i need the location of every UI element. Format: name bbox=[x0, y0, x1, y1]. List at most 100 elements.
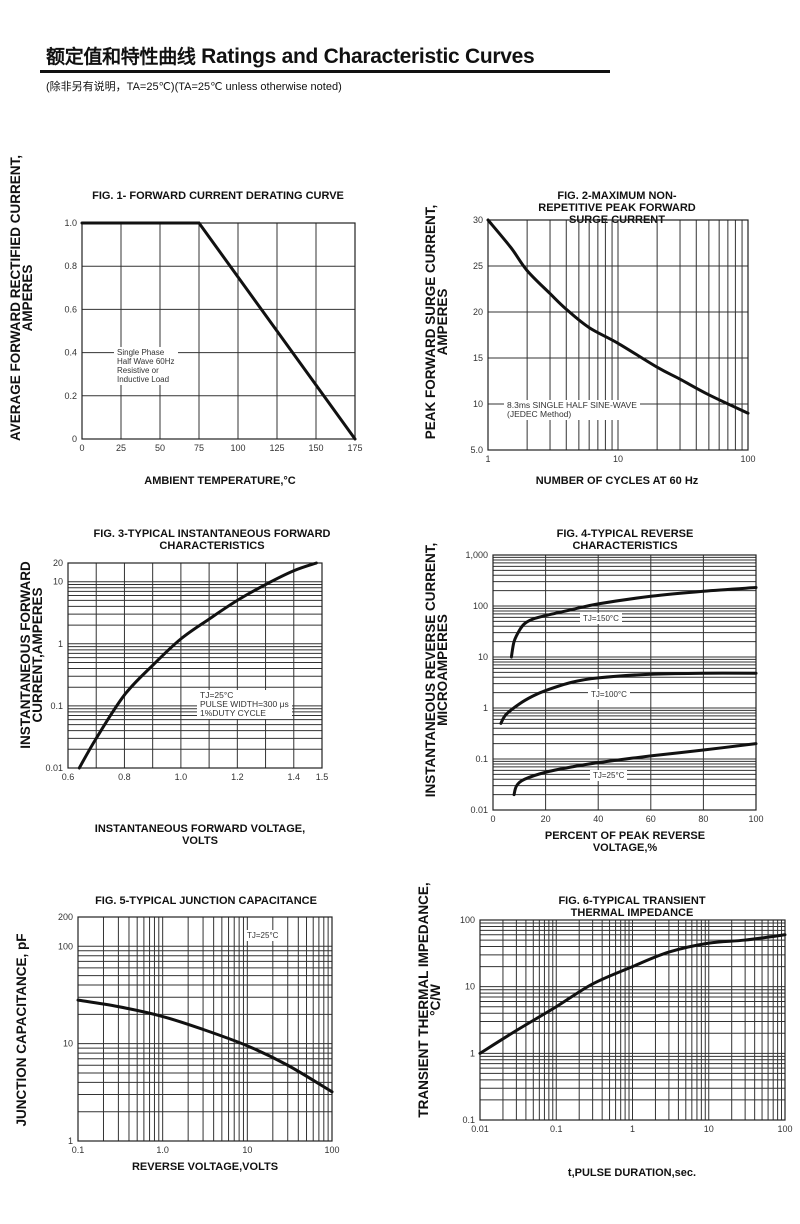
x-tick-label: 80 bbox=[698, 814, 708, 824]
y-tick-label: 1 bbox=[483, 703, 488, 713]
fig4-xlabel: PERCENT OF PEAK REVERSE VOLTAGE,% bbox=[544, 830, 706, 854]
fig6-xlabel: t,PULSE DURATION,sec. bbox=[567, 1167, 697, 1179]
y-tick-label: 5.0 bbox=[470, 445, 483, 455]
fig1-annotation: Single Phase Half Wave 60Hz Resistive or… bbox=[114, 347, 178, 385]
x-tick-label: 1.4 bbox=[288, 772, 301, 782]
fig4-series-label-100: TJ=100°C bbox=[588, 689, 630, 700]
y-tick-label: 0.01 bbox=[470, 805, 488, 815]
x-tick-label: 100 bbox=[740, 454, 755, 464]
y-tick-label: 0.8 bbox=[64, 261, 77, 271]
y-tick-label: 0.4 bbox=[64, 348, 77, 358]
series-line-1 bbox=[77, 561, 318, 770]
fig4-title: FIG. 4-TYPICAL REVERSE CHARACTERISTICS bbox=[556, 528, 694, 552]
series-line-1 bbox=[478, 933, 787, 1055]
fig2-plot: 1 10 100 5.0 10 15 20 25 30 bbox=[470, 215, 755, 464]
y-tick-label: 100 bbox=[473, 601, 488, 611]
fig5-annotation: TJ=25°C bbox=[244, 930, 282, 941]
fig2-title: FIG. 2-MAXIMUM NON-REPETITIVE PEAK FORWA… bbox=[538, 190, 696, 226]
x-tick-label: 1.2 bbox=[231, 772, 244, 782]
y-tick-label: 20 bbox=[473, 307, 483, 317]
fig4-series-label-150: TJ=150°C bbox=[580, 613, 622, 624]
plot-frame bbox=[81, 222, 356, 440]
x-tick-label: 100 bbox=[748, 814, 763, 824]
y-tick-label: 100 bbox=[460, 915, 475, 925]
y-tick-label: 10 bbox=[53, 577, 63, 587]
series-line-1 bbox=[486, 218, 750, 415]
series-line-1 bbox=[76, 998, 334, 1094]
fig1-xlabel: AMBIENT TEMPERATURE,°C bbox=[144, 475, 296, 487]
title-underline bbox=[40, 70, 610, 73]
x-tick-label: 20 bbox=[541, 814, 551, 824]
y-tick-label: 25 bbox=[473, 261, 483, 271]
y-tick-label: 0.6 bbox=[64, 304, 77, 314]
x-tick-label: 10 bbox=[613, 454, 623, 464]
y-tick-label: 1 bbox=[470, 1048, 475, 1058]
x-tick-label: 1 bbox=[630, 1124, 635, 1134]
x-tick-label: 75 bbox=[194, 443, 204, 453]
y-tick-label: 30 bbox=[473, 215, 483, 225]
fig4-ylabel: INSTANTANEOUS REVERSE CURRENT, MICROAMPE… bbox=[423, 542, 450, 798]
plot-frame bbox=[479, 919, 786, 1121]
x-tick-label: 50 bbox=[155, 443, 165, 453]
x-tick-label: 60 bbox=[646, 814, 656, 824]
fig4-series-label-25: TJ=25°C bbox=[590, 770, 628, 781]
series-line-1 bbox=[509, 586, 758, 659]
x-tick-label: 0.1 bbox=[550, 1124, 563, 1134]
y-tick-label: 10 bbox=[465, 982, 475, 992]
series-line-2 bbox=[499, 671, 758, 725]
x-tick-label: 175 bbox=[347, 443, 362, 453]
x-tick-label: 0.1 bbox=[72, 1145, 85, 1155]
x-tick-label: 1.5 bbox=[316, 772, 329, 782]
x-tick-label: 100 bbox=[324, 1145, 339, 1155]
series-line-3 bbox=[512, 742, 758, 797]
plot-frame bbox=[487, 219, 749, 451]
x-tick-label: 40 bbox=[593, 814, 603, 824]
fig6-title: FIG. 6-TYPICAL TRANSIENT THERMAL IMPEDAN… bbox=[558, 895, 706, 919]
x-tick-label: 0 bbox=[79, 443, 84, 453]
fig3-ylabel: INSTANTANEOUS FORWARD CURRENT,AMPERES bbox=[18, 561, 45, 749]
fig1-plot: 0 25 50 75 100 125 150 175 0 0.2 0.4 0.6 0.8 1.0 bbox=[64, 218, 362, 453]
y-tick-label: 1 bbox=[58, 639, 63, 649]
y-tick-label: 0.01 bbox=[45, 763, 63, 773]
x-tick-label: 25 bbox=[116, 443, 126, 453]
series-line-1 bbox=[80, 221, 357, 441]
x-tick-label: 10 bbox=[242, 1145, 252, 1155]
y-tick-label: 0 bbox=[72, 434, 77, 444]
page-subtitle: (除非另有说明，TA=25℃)(TA=25℃ unless otherwise … bbox=[46, 81, 342, 93]
plot-frame bbox=[67, 562, 323, 769]
fig3-annotation: TJ=25°C PULSE WIDTH=300 μs 1%DUTY CYCLE bbox=[197, 690, 292, 719]
y-tick-label: 10 bbox=[63, 1039, 73, 1049]
y-tick-label: 200 bbox=[58, 912, 73, 922]
x-tick-label: 10 bbox=[704, 1124, 714, 1134]
fig1-title: FIG. 1- FORWARD CURRENT DERATING CURVE bbox=[92, 190, 344, 202]
x-tick-label: 0.8 bbox=[118, 772, 131, 782]
x-tick-label: 100 bbox=[230, 443, 245, 453]
y-tick-label: 100 bbox=[58, 941, 73, 951]
y-tick-label: 20 bbox=[53, 558, 63, 568]
page-title: 额定值和特性曲线 Ratings and Characteristic Curv… bbox=[46, 42, 535, 69]
page-title-cn: 额定值和特性曲线 bbox=[46, 46, 196, 68]
x-tick-label: 100 bbox=[777, 1124, 792, 1134]
fig2-xlabel: NUMBER OF CYCLES AT 60 Hz bbox=[535, 475, 699, 487]
x-tick-label: 0.6 bbox=[62, 772, 75, 782]
fig3-xlabel: INSTANTANEOUS FORWARD VOLTAGE, VOLTS bbox=[94, 823, 306, 847]
y-tick-label: 10 bbox=[473, 399, 483, 409]
x-tick-label: 0 bbox=[490, 814, 495, 824]
x-tick-label: 0.01 bbox=[471, 1124, 489, 1134]
fig3-plot: 0.6 0.8 1.0 1.2 1.4 1.5 0.01 0.1 1 10 20 bbox=[45, 558, 328, 782]
y-tick-label: 1,000 bbox=[465, 550, 488, 560]
y-tick-label: 0.1 bbox=[475, 754, 488, 764]
y-tick-label: 0.2 bbox=[64, 391, 77, 401]
x-tick-label: 125 bbox=[269, 443, 284, 453]
y-tick-label: 1 bbox=[68, 1136, 73, 1146]
y-tick-label: 15 bbox=[473, 353, 483, 363]
fig5-title: FIG. 5-TYPICAL JUNCTION CAPACITANCE bbox=[95, 895, 317, 907]
x-tick-label: 1 bbox=[485, 454, 490, 464]
fig5-plot: 0.1 1.0 10 100 1 10 100 200 bbox=[58, 912, 340, 1155]
page-title-en: Ratings and Characteristic Curves bbox=[201, 45, 535, 68]
y-tick-label: 0.1 bbox=[50, 701, 63, 711]
plot-frame bbox=[77, 916, 333, 1142]
fig2-annotation: 8.3ms SINGLE HALF SINE-WAVE (JEDEC Metho… bbox=[504, 400, 640, 420]
